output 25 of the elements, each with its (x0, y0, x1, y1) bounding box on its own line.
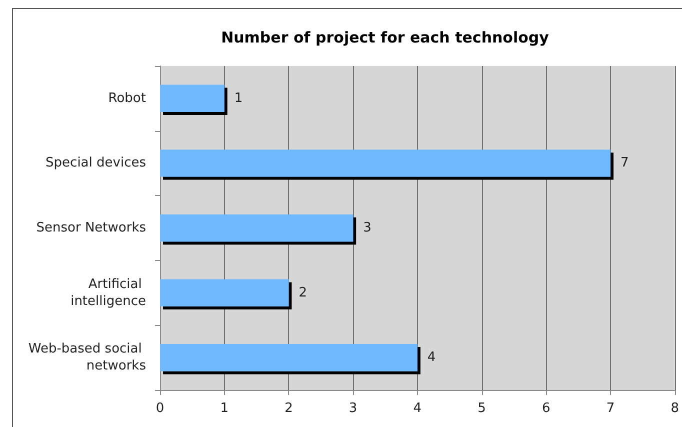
bar (160, 84, 224, 112)
chart-title: Number of project for each technology (221, 28, 550, 46)
x-tick-label: 6 (542, 401, 550, 416)
x-tick-label: 8 (670, 401, 680, 416)
x-tick-label: 5 (478, 401, 486, 416)
y-tick-label: Artificial intelligence (70, 276, 146, 309)
x-tick-label: 7 (606, 401, 615, 416)
bar (160, 214, 354, 242)
x-tick-label: 2 (284, 401, 293, 416)
y-tick-label: Special devices (46, 156, 146, 171)
x-tick-label: 0 (156, 401, 164, 416)
x-tick-label: 4 (413, 401, 422, 416)
data-label: 3 (363, 220, 372, 236)
x-tick-label: 1 (220, 401, 228, 416)
y-tick-label: Robot (108, 90, 146, 106)
x-tick-label: 3 (348, 401, 358, 416)
bar (160, 344, 418, 372)
data-label: 1 (234, 90, 243, 106)
y-tick-label: Web-based social networks (28, 342, 146, 374)
bar (160, 279, 289, 306)
data-label: 4 (427, 350, 436, 366)
data-label: 2 (298, 285, 307, 300)
data-label: 7 (620, 156, 629, 171)
y-tick-label: Sensor Networks (36, 220, 146, 236)
bar (160, 150, 611, 177)
